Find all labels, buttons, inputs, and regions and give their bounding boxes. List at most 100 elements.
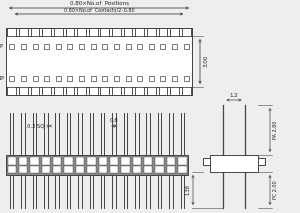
Bar <box>159 28 167 36</box>
Bar <box>144 157 152 164</box>
Bar <box>19 87 28 95</box>
Text: 0.80×No.of  Contacts/2–0.80: 0.80×No.of Contacts/2–0.80 <box>64 8 134 13</box>
Bar <box>33 75 38 81</box>
Bar <box>172 43 177 49</box>
Bar <box>66 87 74 95</box>
Bar <box>121 166 130 173</box>
Text: 2P: 2P <box>0 43 4 49</box>
Bar <box>68 75 72 81</box>
Bar <box>170 28 179 36</box>
Text: 0.3 SQ: 0.3 SQ <box>27 124 44 128</box>
Bar <box>170 87 179 95</box>
Bar <box>76 157 84 164</box>
Text: 0.8: 0.8 <box>110 118 118 123</box>
Bar <box>144 166 152 173</box>
Bar <box>64 157 73 164</box>
Bar <box>91 75 96 81</box>
Bar <box>100 87 109 95</box>
Bar <box>135 28 144 36</box>
Bar <box>53 166 61 173</box>
Bar <box>114 43 119 49</box>
Bar <box>89 87 98 95</box>
Bar <box>44 43 49 49</box>
Text: 3.00: 3.00 <box>204 55 209 67</box>
Bar <box>133 157 141 164</box>
Text: PC 2.00: PC 2.00 <box>273 181 278 199</box>
Bar <box>147 87 156 95</box>
Bar <box>184 75 189 81</box>
Bar <box>77 87 86 95</box>
Bar <box>54 87 63 95</box>
Bar <box>42 87 51 95</box>
Bar <box>159 87 167 95</box>
Bar <box>8 166 16 173</box>
Bar <box>100 28 109 36</box>
Bar <box>133 166 141 173</box>
Bar <box>182 87 190 95</box>
Text: 0.80×No.of  Positions: 0.80×No.of Positions <box>70 1 128 6</box>
Bar <box>149 43 154 49</box>
Bar <box>203 158 210 166</box>
Bar <box>160 75 165 81</box>
Bar <box>30 166 39 173</box>
Bar <box>9 75 14 81</box>
Bar <box>21 75 26 81</box>
Bar <box>258 158 265 166</box>
Bar <box>98 157 107 164</box>
Bar <box>167 166 175 173</box>
Bar <box>182 28 190 36</box>
Bar <box>42 28 51 36</box>
Bar <box>44 75 49 81</box>
Bar <box>19 28 28 36</box>
Bar <box>91 43 96 49</box>
Bar <box>137 75 142 81</box>
Bar <box>121 157 130 164</box>
Bar <box>102 43 107 49</box>
Bar <box>30 157 39 164</box>
Bar <box>79 43 84 49</box>
Bar <box>21 43 26 49</box>
Bar <box>112 87 121 95</box>
Bar <box>68 43 72 49</box>
Text: PA 2.80: PA 2.80 <box>273 121 278 139</box>
Bar <box>8 28 16 36</box>
Bar <box>31 28 39 36</box>
Bar <box>172 75 177 81</box>
Bar <box>135 87 144 95</box>
Bar <box>87 166 95 173</box>
Bar <box>53 157 61 164</box>
Bar <box>76 166 84 173</box>
Bar <box>64 166 73 173</box>
Bar <box>178 157 187 164</box>
Bar <box>124 87 132 95</box>
Bar <box>87 157 95 164</box>
Bar <box>77 28 86 36</box>
Bar <box>147 28 156 36</box>
Bar <box>110 166 118 173</box>
Bar <box>210 155 258 172</box>
Bar <box>149 75 154 81</box>
Bar <box>19 157 27 164</box>
Bar <box>54 28 63 36</box>
Bar <box>124 28 132 36</box>
Bar <box>31 87 39 95</box>
Bar <box>184 43 189 49</box>
Bar <box>114 75 119 81</box>
Bar <box>8 157 16 164</box>
Bar <box>155 166 164 173</box>
Bar <box>56 43 61 49</box>
Bar <box>19 166 27 173</box>
Bar <box>167 157 175 164</box>
Bar <box>102 75 107 81</box>
Bar <box>79 75 84 81</box>
Bar <box>160 43 165 49</box>
Bar <box>42 166 50 173</box>
Bar <box>126 75 130 81</box>
Bar <box>126 43 130 49</box>
Bar <box>6 36 192 87</box>
Bar <box>112 28 121 36</box>
Bar <box>98 166 107 173</box>
Bar <box>137 43 142 49</box>
Text: 1P: 1P <box>0 75 4 81</box>
Bar <box>8 87 16 95</box>
